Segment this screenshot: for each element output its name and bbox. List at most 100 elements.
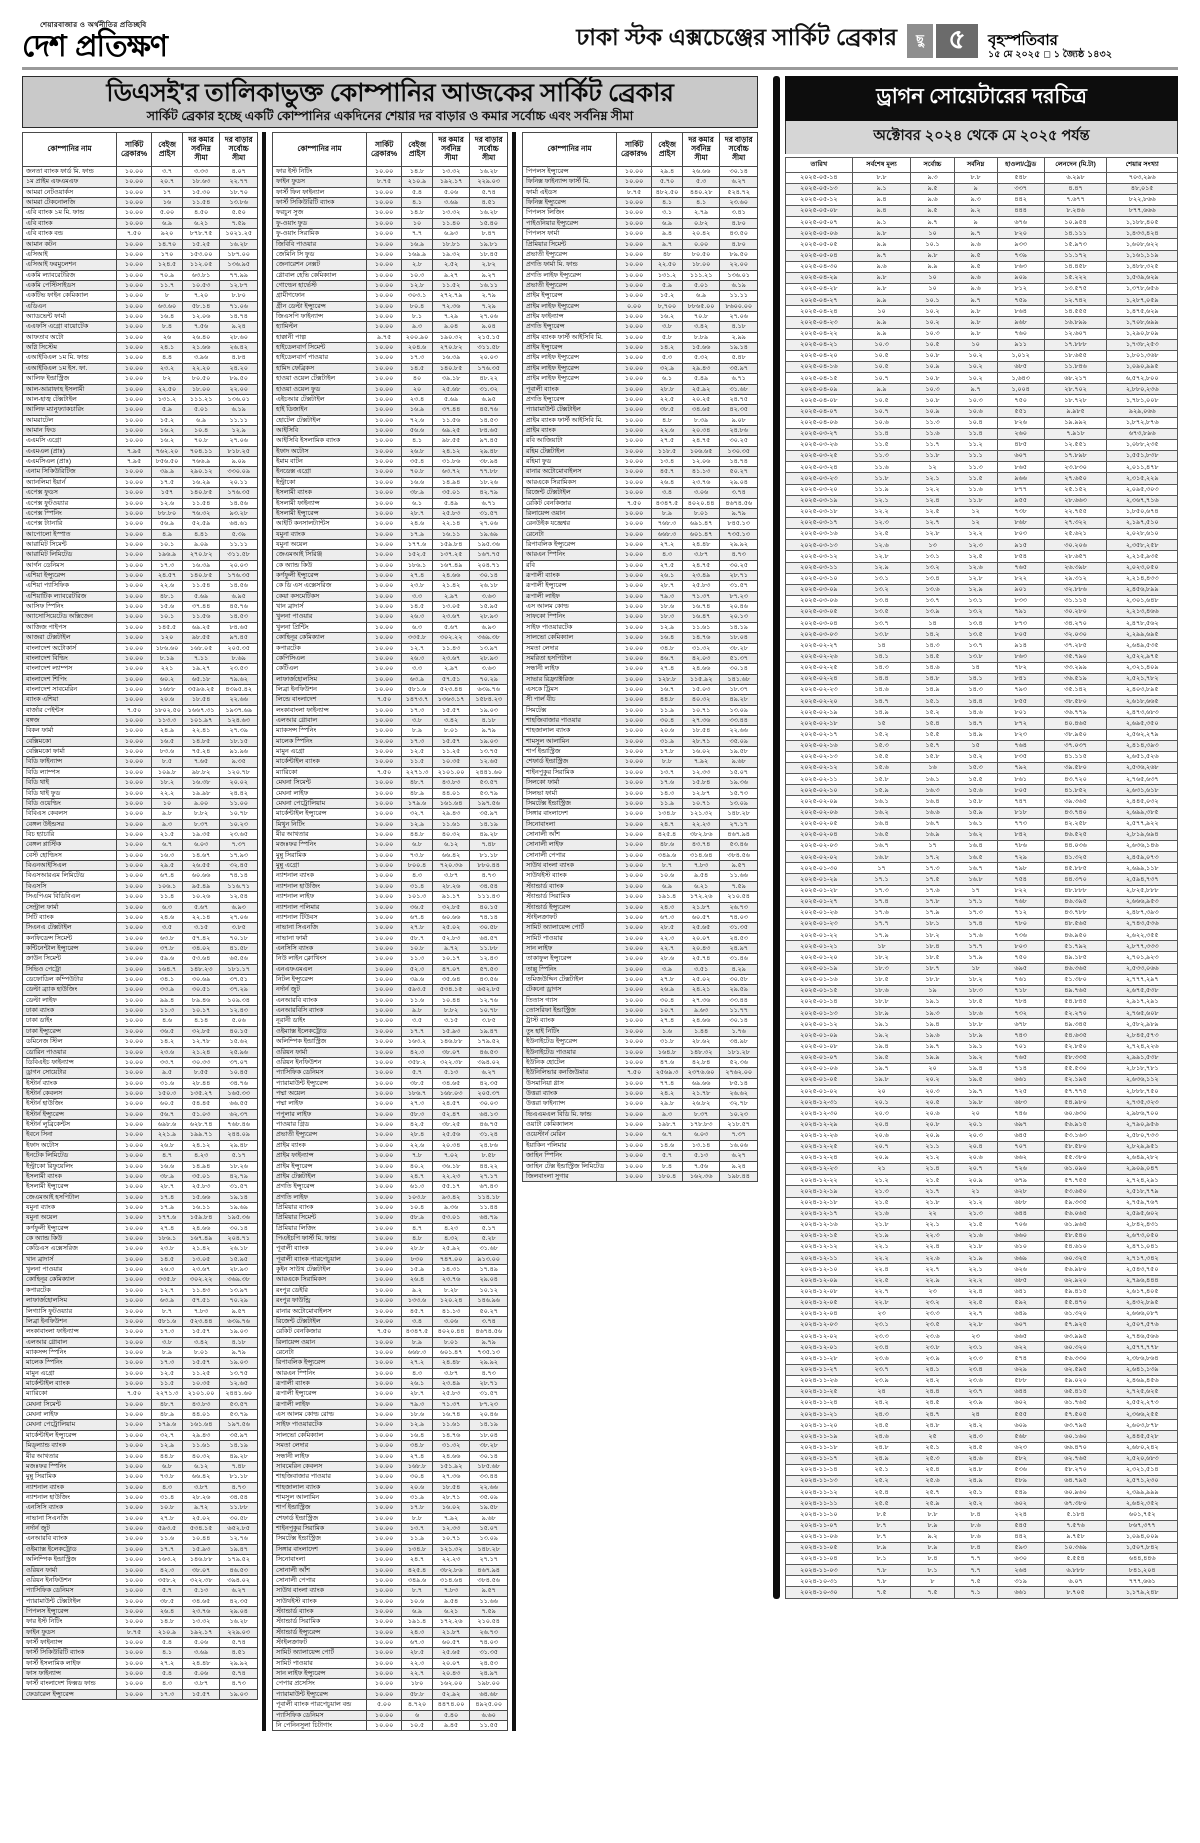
cell-value: ১০.০০ [115, 1232, 153, 1245]
cell-value: ২৭.৪ [651, 1015, 683, 1027]
table-row: ২০২৪-১১-০৩ ৭.৮ ৮.১ ৭.৭ ২৬৪ ৬.৮৮৮ ৮৪১,২০৪ [785, 1564, 1178, 1577]
cell-value: ৩১.৩২ [469, 383, 508, 395]
cell-company-name: হাওয়া ওয়েল ফুড [272, 383, 367, 395]
cell-value: ২.৯৯ [719, 331, 758, 344]
cell-value: ১০.০০ [615, 373, 653, 385]
cell-value: ১৭.৩ [151, 1688, 183, 1701]
table-row: তাকাফুল ইন্স্যুরেন্স ১০.০০ ২৮.৬ ২৫.৭৪ ৩১.৪৬ [522, 953, 758, 965]
cell-value: ৮০.৫০ [181, 373, 221, 385]
cell-value: ৬৬.৪২ [431, 849, 471, 862]
cell-value: ২২.৫ [953, 1296, 998, 1309]
cell-company-name: সান লাইফ ইন্স্যুরেন্স [272, 1668, 367, 1680]
cell-value: ১৬.২৮ [469, 207, 508, 219]
cell-value: ৩০.৬৯ [181, 974, 221, 986]
cell-value: ২৫.৫ [851, 1497, 912, 1510]
cell-value: ৫.৭ [151, 1585, 183, 1597]
cell-value: ১৪.১৯ [469, 818, 508, 831]
cell-company-name: প্রাইম লাইফ ইন্স্যুরেন্স [522, 373, 617, 385]
cell-value: ৭৪.১৪ [469, 911, 508, 924]
cell-value: ৫৯৩ [996, 1541, 1045, 1555]
cell-value: ৪.৫০ [181, 207, 221, 219]
cell-value: ১২.৫ [910, 505, 955, 518]
cb-column-1: কোম্পানির নাম সার্কিট ব্রেকার% বেইজ প্রা… [22, 132, 258, 1731]
cell-company-name: পপুলার লাইফ [272, 1108, 367, 1121]
cell-value: ১০৩.৮ [401, 1191, 433, 1203]
cell-value: ১০.০০ [115, 1191, 153, 1203]
cell-value: ১০.০০ [115, 1450, 153, 1462]
cell-value: ২০২৫-০৩-২০ [785, 483, 853, 496]
cell-value: ১০.০০ [615, 994, 653, 1007]
cell-value: ৯ [953, 182, 998, 195]
cell-value: ৭৬৪ [996, 739, 1045, 752]
cell-value: ১৬.৩৯ [431, 352, 471, 364]
cell-value: ২২.২৩ [681, 818, 721, 831]
cell-value: ২৪.৯ [851, 1452, 912, 1465]
cell-value: ৫৬.৯১৫ [1043, 1118, 1108, 1131]
table-row: বাংলাদেশ শিপিং ১০.০০ ৬০.২ ৬৫.১৮ ৭৯.৬২ [22, 673, 258, 685]
table-row: রানার অটোমোবাইলস ১০.০০ ৪৫.৭ ৪১.১৩ ৫০.২৭ [522, 466, 758, 478]
cell-value: ১৭.৩ [401, 352, 433, 364]
cell-value: ৪.৮০ [719, 217, 758, 230]
cell-value: ৮.৯ [910, 1519, 955, 1532]
masthead-rule [22, 67, 1178, 70]
cell-value: ১০.০০ [615, 652, 653, 665]
table-row: প্রিমিয়ার সিমেন্ট ১০.০০ ৫৮.৯ ৫৩.০১ ৬৪.৭৯ [272, 1212, 508, 1224]
cell-value: ২৭.০৬ [719, 311, 758, 323]
cell-company-name: কন্টিনেন্টাল ইন্স্যুরেন্স [22, 942, 117, 955]
cell-value: ৫৯৩.৫ [151, 1523, 183, 1535]
cell-value: ১৪৮.২৮ [469, 1543, 508, 1556]
cell-value: ১০.০০ [615, 1056, 653, 1069]
cell-value: ১০.০০ [365, 942, 403, 955]
cell-value: ২২.৩ [401, 1657, 433, 1670]
cell-value: ৩.১৫ [431, 1015, 471, 1027]
cell-company-name: প্যাসিফিক ডেনিমস [272, 1067, 367, 1079]
cell-value: ১০.০০ [365, 1160, 403, 1172]
cell-value: ২,৫৮০,৭৩৩ [1106, 1129, 1178, 1142]
cell-value: ২৪.১ [151, 342, 183, 354]
cell-value: ১০.০০ [615, 611, 653, 623]
cell-value: ৩৮২.৮৬ [681, 828, 721, 841]
cell-value: ১,৪৭৫,৬২৯ [1106, 305, 1178, 318]
cell-value: ৩০.৫১ [181, 984, 221, 996]
cell-value: ২,৬৬৬,০৮৭ [1106, 1307, 1178, 1321]
table-header-row: কোম্পানির নাম সার্কিট ব্রেকার% বেইজ প্রা… [272, 132, 508, 167]
cell-value: ২০.৮ [910, 1118, 955, 1131]
cell-value: ১৪.৩ [910, 639, 955, 652]
cell-value: ১০.০০ [615, 321, 653, 333]
cell-company-name: এপেক্স ট্যানারি [22, 518, 117, 530]
cell-value: ৪০২০.৪৪ [431, 1326, 471, 1338]
cell-value: ৩৯.১৮ [431, 373, 471, 385]
cell-value: ১১.৪৩ [431, 642, 471, 654]
cell-value: ১৫.৬৬ [681, 342, 721, 354]
cell-value: ৬.১৯ [719, 279, 758, 292]
cell-value: ১০.০০ [115, 828, 153, 841]
cell-value: ১০.০০ [615, 538, 653, 551]
cell-value: ৬৯৭ [996, 1118, 1045, 1131]
cell-company-name: আরএন স্পিনিং [522, 549, 617, 561]
cell-value: ১৭৯.৬ [401, 797, 433, 810]
cell-value: ১১.৮ [851, 472, 912, 485]
cell-value: ২০২৫-০৪-২৯ [785, 271, 853, 284]
cell-value: ৪৯২৫.০০ [469, 1699, 508, 1711]
table-row: ম্যারিকো ৭.৫০ ২২৭১.৩ ২১০১.০০ ২৪৪১.৬০ [22, 1388, 258, 1400]
cell-value: ১০.৮ [151, 1502, 183, 1514]
cell-value: ১০.০০ [115, 1139, 153, 1152]
cell-value: ৫.৪৯ [431, 497, 471, 509]
cell-value: ১৭২.২৬ [431, 1616, 471, 1628]
cell-value: ১৩.১৪ [681, 1139, 721, 1152]
cell-value: ৫২.১৯৫ [1043, 1073, 1108, 1087]
cell-value: ১,৮৭২,৮৭৬ [1106, 416, 1178, 429]
cell-value: ১০.০০ [615, 197, 653, 209]
cell-value: ১০.০০ [115, 870, 153, 882]
cell-company-name: শেফার্ড ইন্ডাস্ট্রিজ [272, 1512, 367, 1525]
table-row: ওরিয়ন ফার্মা ১০.০০ ৪২.৩ ৩৮.০৭ ৪৬.৫৩ [22, 1564, 258, 1576]
cell-value: ১২.৭ [401, 642, 433, 654]
table-row: কেটিএল ১০.০০ ৩.৩ ২.৯৭ ৩.৬৩ [272, 663, 508, 675]
cell-value: ৪২.৫ [401, 1119, 433, 1131]
cell-value: ৩৯.৫৮০ [1043, 762, 1108, 775]
cell-value: ১০.০০ [365, 1688, 403, 1701]
cell-value: ১০.০০ [365, 704, 403, 717]
cell-value: ১৫৭ [151, 487, 183, 499]
cell-value: ২৮.৮ [401, 1243, 433, 1255]
cell-value: ৮.৪ [953, 1541, 998, 1555]
